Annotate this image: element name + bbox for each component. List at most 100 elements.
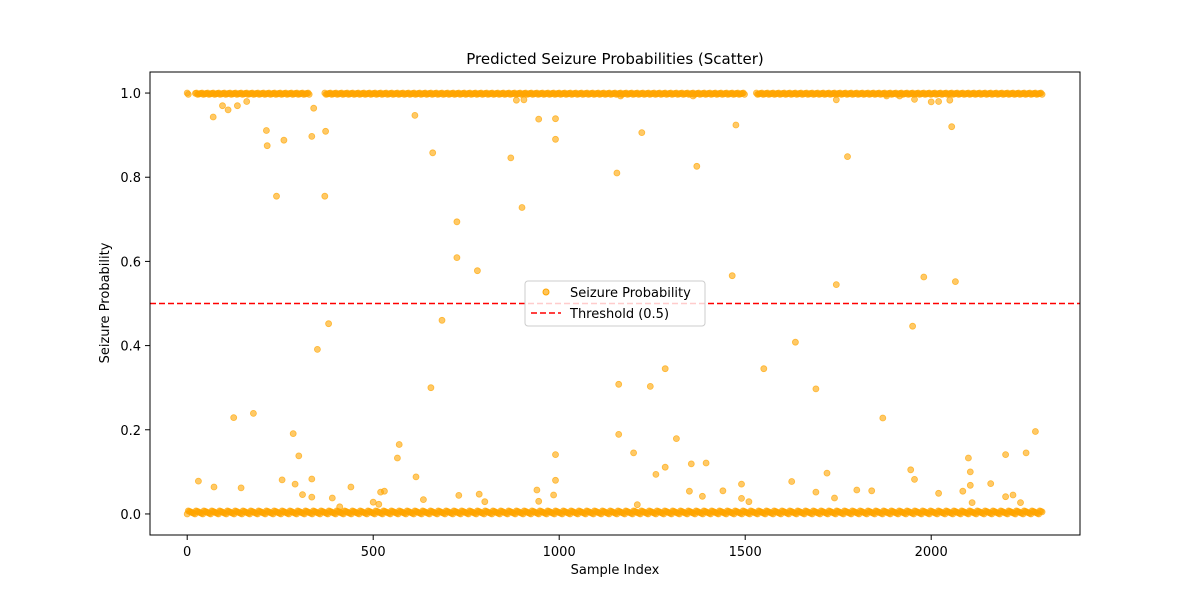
data-point — [305, 91, 313, 98]
data-point — [1022, 449, 1030, 457]
data-point — [533, 486, 541, 494]
data-point — [278, 476, 286, 484]
data-point — [812, 385, 820, 393]
data-point — [249, 409, 257, 417]
data-point — [313, 345, 321, 353]
data-point — [535, 497, 543, 505]
data-point — [844, 153, 851, 161]
data-point — [689, 92, 697, 100]
data-point — [552, 135, 559, 143]
data-point — [966, 468, 974, 476]
data-point — [475, 490, 483, 498]
data-point — [948, 123, 956, 131]
chart-title: Predicted Seizure Probabilities (Scatter… — [466, 50, 764, 68]
legend-box — [524, 280, 706, 327]
data-point — [310, 104, 318, 112]
data-point — [745, 498, 753, 506]
data-point — [273, 192, 280, 200]
data-point — [280, 136, 288, 144]
data-point — [615, 380, 623, 388]
data-point — [613, 169, 621, 177]
x-tick-label: 1000 — [543, 545, 576, 560]
data-point — [184, 91, 192, 98]
data-point — [738, 494, 745, 502]
data-point — [702, 459, 710, 467]
data-point — [719, 487, 727, 495]
y-axis-label: Seizure Probability — [98, 242, 113, 363]
data-point — [728, 272, 736, 280]
data-point — [325, 320, 333, 328]
data-point — [1017, 499, 1024, 507]
y-tick-label: 0.0 — [120, 508, 141, 523]
data-point — [760, 365, 768, 373]
data-point — [693, 162, 701, 170]
data-point — [935, 489, 942, 497]
data-point — [907, 466, 915, 474]
data-point — [210, 483, 218, 491]
x-tick-label: 1500 — [729, 545, 762, 560]
data-point — [1038, 508, 1046, 516]
data-point — [646, 382, 654, 390]
y-tick-label: 0.2 — [120, 424, 141, 439]
data-point — [946, 96, 954, 104]
data-point — [968, 499, 976, 507]
data-point — [1032, 428, 1039, 435]
x-tick-label: 2000 — [915, 545, 948, 560]
data-point — [321, 192, 329, 200]
data-point — [289, 430, 297, 438]
data-point — [369, 498, 377, 506]
data-point — [263, 142, 271, 150]
data-point — [455, 491, 463, 499]
legend-label-threshold: Threshold (0.5) — [569, 307, 669, 322]
data-point — [896, 92, 903, 100]
data-point — [732, 121, 740, 129]
data-point — [652, 470, 660, 478]
data-point — [308, 132, 316, 140]
plot-area — [149, 71, 1081, 536]
data-point — [237, 484, 245, 492]
x-tick-label: 0 — [183, 545, 191, 560]
data-point — [823, 469, 831, 477]
data-point — [959, 487, 967, 495]
data-point — [812, 488, 820, 496]
data-point — [375, 500, 383, 508]
data-point — [299, 491, 306, 499]
data-point — [336, 503, 344, 511]
axes-frame — [149, 71, 1081, 536]
data-point — [419, 496, 427, 504]
data-point — [673, 435, 680, 443]
data-point — [438, 316, 446, 324]
data-point — [927, 98, 935, 106]
data-point — [952, 278, 959, 286]
data-point — [308, 493, 316, 501]
data-point — [633, 501, 641, 509]
data-point — [291, 480, 299, 488]
data-point — [630, 449, 637, 457]
data-point — [507, 154, 515, 162]
data-point — [687, 460, 695, 468]
y-tick-label: 1.0 — [120, 87, 141, 102]
data-point — [518, 204, 526, 211]
data-point — [1038, 91, 1046, 98]
data-point — [879, 414, 887, 422]
data-point — [987, 480, 995, 488]
data-point — [550, 491, 557, 499]
data-point — [552, 476, 559, 484]
data-point — [308, 475, 316, 483]
data-point — [832, 96, 840, 104]
data-point — [393, 454, 401, 462]
data-point — [322, 127, 330, 135]
data-point — [788, 478, 796, 485]
data-point — [513, 96, 520, 104]
data-point — [535, 115, 543, 123]
data-point — [520, 96, 528, 104]
data-point — [661, 463, 669, 471]
data-point — [966, 481, 974, 489]
y-tick-label: 0.6 — [120, 255, 141, 270]
data-point — [935, 98, 942, 105]
data-point — [347, 483, 355, 491]
data-point — [295, 452, 303, 460]
data-point — [661, 365, 669, 373]
data-point — [1002, 451, 1009, 459]
data-point — [230, 414, 238, 422]
